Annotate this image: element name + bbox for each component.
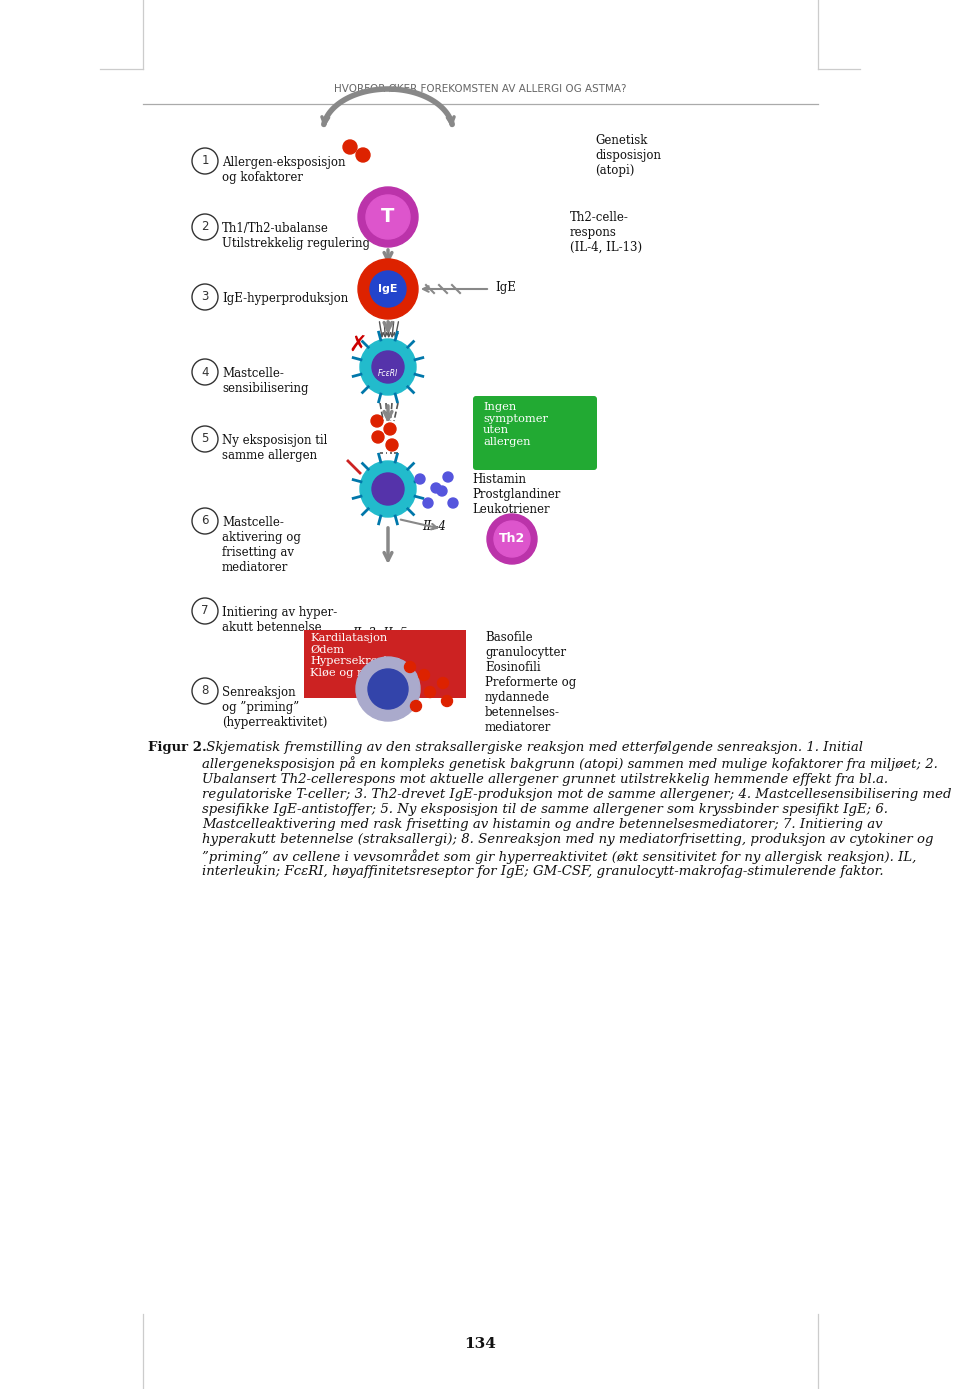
- Circle shape: [423, 499, 433, 508]
- Text: 5: 5: [202, 432, 208, 446]
- Circle shape: [343, 140, 357, 154]
- Text: 2: 2: [202, 221, 208, 233]
- Text: T: T: [381, 207, 395, 226]
- Text: Th1/Th2-ubalanse
Utilstrekkelig regulering: Th1/Th2-ubalanse Utilstrekkelig reguleri…: [222, 222, 370, 250]
- Circle shape: [358, 188, 418, 247]
- Circle shape: [358, 258, 418, 319]
- Circle shape: [368, 669, 408, 708]
- Text: FcεRI: FcεRI: [378, 368, 398, 378]
- FancyBboxPatch shape: [473, 396, 597, 469]
- Text: Ingen
symptomer
uten
allergen: Ingen symptomer uten allergen: [483, 401, 548, 447]
- Text: Th2: Th2: [499, 532, 525, 546]
- Circle shape: [371, 415, 383, 426]
- Text: 3: 3: [202, 290, 208, 304]
- Circle shape: [494, 521, 530, 557]
- Text: 6: 6: [202, 514, 208, 528]
- Circle shape: [360, 461, 416, 517]
- Text: Initiering av hyper-
akutt betennelse: Initiering av hyper- akutt betennelse: [222, 606, 337, 633]
- Text: Th2-celle-
respons
(IL-4, IL-13): Th2-celle- respons (IL-4, IL-13): [570, 211, 642, 254]
- Text: Ny eksposisjon til
samme allergen: Ny eksposisjon til samme allergen: [222, 433, 327, 463]
- Text: Allergen-eksposisjon
og kofaktorer: Allergen-eksposisjon og kofaktorer: [222, 156, 346, 183]
- Text: Skjematisk fremstilling av den straksallergiske reaksjon med etterfølgende senre: Skjematisk fremstilling av den straksall…: [202, 740, 951, 878]
- FancyBboxPatch shape: [304, 631, 466, 699]
- Circle shape: [384, 424, 396, 435]
- Circle shape: [366, 194, 410, 239]
- Circle shape: [415, 474, 425, 483]
- Circle shape: [356, 657, 420, 721]
- Circle shape: [419, 669, 429, 681]
- Text: Kardilatasjon
Ødem
Hypersekresjon
Kløe og nysing: Kardilatasjon Ødem Hypersekresjon Kløe o…: [310, 633, 401, 678]
- Text: Mastcelle-
aktivering og
frisetting av
mediatorer: Mastcelle- aktivering og frisetting av m…: [222, 515, 300, 574]
- Text: IgE: IgE: [378, 283, 397, 294]
- Circle shape: [411, 700, 421, 711]
- Circle shape: [431, 483, 441, 493]
- Circle shape: [404, 661, 416, 672]
- Circle shape: [442, 696, 452, 707]
- Circle shape: [487, 514, 537, 564]
- Text: IgE-hyperproduksjon: IgE-hyperproduksjon: [222, 292, 348, 306]
- Circle shape: [438, 678, 448, 689]
- Text: Mastcelle-
sensibilisering: Mastcelle- sensibilisering: [222, 367, 308, 394]
- Text: 4: 4: [202, 365, 208, 378]
- Text: 8: 8: [202, 685, 208, 697]
- Text: Senreaksjon
og ”priming”
(hyperreaktivitet): Senreaksjon og ”priming” (hyperreaktivit…: [222, 686, 327, 729]
- Text: 7: 7: [202, 604, 208, 618]
- Text: 134: 134: [464, 1338, 496, 1351]
- Text: 1: 1: [202, 154, 208, 168]
- Circle shape: [372, 431, 384, 443]
- Text: IL-3, IL-5
GM-CSF: IL-3, IL-5 GM-CSF: [352, 626, 407, 656]
- Circle shape: [372, 351, 404, 383]
- Text: IgE: IgE: [495, 282, 516, 294]
- Text: HVORFOR ØKER FOREKOMSTEN AV ALLERGI OG ASTMA?: HVORFOR ØKER FOREKOMSTEN AV ALLERGI OG A…: [334, 83, 626, 94]
- Circle shape: [448, 499, 458, 508]
- Circle shape: [372, 474, 404, 506]
- Text: Basofile
granulocytter
Eosinofili
Preformerte og
nydannede
betennelses-
mediator: Basofile granulocytter Eosinofili Prefor…: [485, 631, 576, 733]
- Text: Histamin
Prostglandiner
Leukotriener: Histamin Prostglandiner Leukotriener: [472, 474, 561, 515]
- Circle shape: [437, 486, 447, 496]
- Circle shape: [370, 271, 406, 307]
- Text: IL-4: IL-4: [422, 521, 445, 533]
- Circle shape: [360, 339, 416, 394]
- Circle shape: [443, 472, 453, 482]
- Circle shape: [424, 686, 436, 697]
- Circle shape: [356, 149, 370, 163]
- Text: ✗: ✗: [348, 335, 368, 356]
- Text: Genetisk
disposisjon
(atopi): Genetisk disposisjon (atopi): [595, 133, 661, 176]
- Text: Figur 2.: Figur 2.: [148, 740, 206, 754]
- Circle shape: [386, 439, 398, 451]
